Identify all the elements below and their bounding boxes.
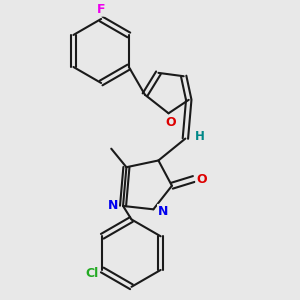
Text: F: F <box>97 3 105 16</box>
Text: N: N <box>108 200 118 212</box>
Text: H: H <box>195 130 205 143</box>
Text: N: N <box>158 205 168 218</box>
Text: Cl: Cl <box>85 267 99 280</box>
Text: O: O <box>196 172 206 185</box>
Text: O: O <box>165 116 175 129</box>
